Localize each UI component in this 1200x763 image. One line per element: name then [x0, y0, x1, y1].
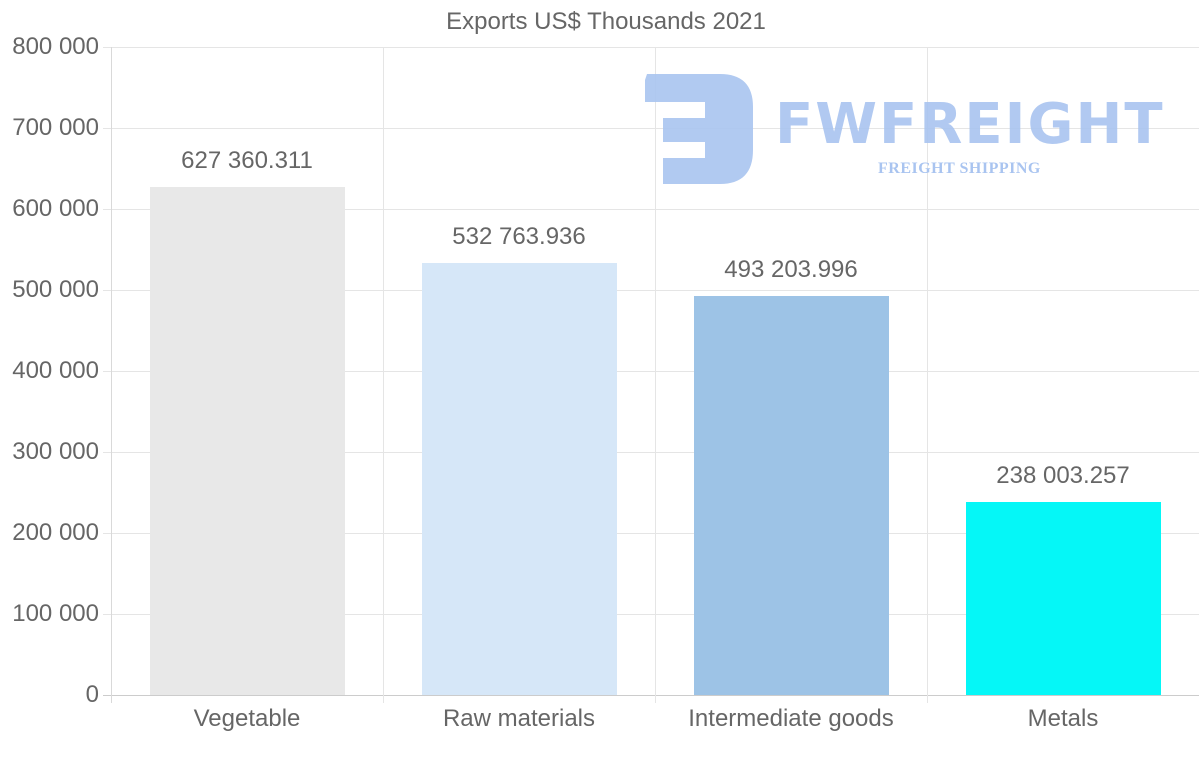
bar-metals [966, 502, 1161, 695]
gridline [103, 452, 1199, 453]
y-tick-label: 600 000 [12, 195, 99, 222]
x-tick-label: Intermediate goods [688, 705, 894, 732]
bar-vegetable [150, 186, 345, 695]
y-tick-label: 200 000 [12, 519, 99, 546]
bar-value-label: 238 003.257 [996, 462, 1130, 490]
chart-title: Exports US$ Thousands 2021 [446, 8, 766, 35]
gridline [103, 614, 1199, 615]
bar-raw-materials [422, 263, 617, 695]
x-axis: Vegetable Raw materials Intermediate goo… [111, 695, 1199, 755]
x-tick-label: Metals [1027, 705, 1099, 732]
y-tick-label: 300 000 [12, 438, 99, 465]
y-tick-label: 800 000 [12, 33, 99, 60]
gridline [103, 209, 1199, 210]
y-tick-label: 700 000 [12, 114, 99, 141]
bar-value-label: 532 763.936 [452, 223, 586, 251]
x-tick-label: Vegetable [193, 705, 301, 732]
bar-intermediate-goods [694, 295, 889, 695]
gridline [655, 47, 656, 703]
gridline [103, 371, 1199, 372]
x-axis-line [103, 695, 1199, 696]
y-tick-label: 0 [85, 681, 99, 708]
gridline [103, 128, 1199, 129]
y-tick-label: 500 000 [12, 276, 99, 303]
bar-value-label: 627 360.311 [181, 146, 313, 174]
y-tick-label: 100 000 [12, 600, 99, 627]
bar-value-label: 493 203.996 [724, 255, 858, 283]
gridline [103, 47, 1199, 48]
gridline [103, 533, 1199, 534]
gridline [927, 47, 928, 703]
gridline [103, 290, 1199, 291]
y-tick-label: 400 000 [12, 357, 99, 384]
y-axis-line [111, 47, 112, 703]
x-tick-label: Raw materials [442, 705, 596, 732]
gridline [383, 47, 384, 703]
plot-area: 800 000 700 000 600 000 500 000 400 000 … [12, 33, 1199, 708]
